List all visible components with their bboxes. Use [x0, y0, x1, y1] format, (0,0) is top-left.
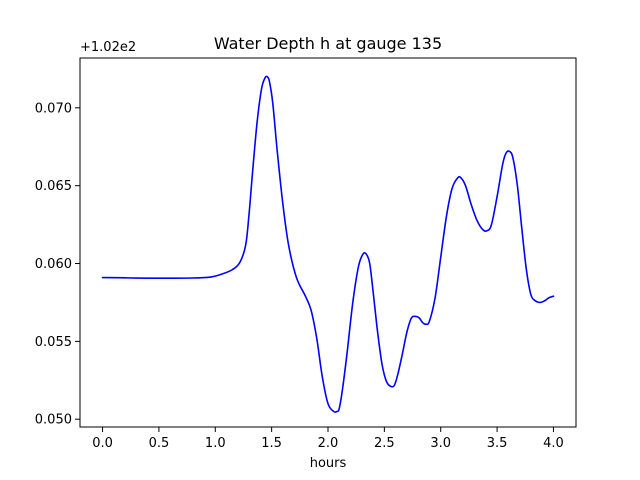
y-tick-label: 0.065	[35, 179, 72, 194]
x-tick-label: 1.5	[261, 436, 282, 451]
x-tick-label: 2.0	[318, 436, 339, 451]
y-tick-label: 0.070	[35, 101, 72, 116]
plot-area	[80, 58, 576, 427]
x-tick-label: 1.0	[205, 436, 226, 451]
x-tick-label: 0.0	[92, 436, 113, 451]
plot-frame	[79, 57, 577, 428]
y-axis-ticks: 0.050 0.055 0.060 0.065 0.070	[35, 101, 80, 428]
x-tick-label: 0.5	[149, 436, 170, 451]
y-tick-label: 0.055	[35, 335, 72, 350]
x-tick-label: 3.5	[487, 436, 508, 451]
y-tick-label: 0.060	[35, 257, 72, 272]
x-tick-label: 4.0	[543, 436, 564, 451]
x-axis-label: hours	[310, 456, 347, 471]
x-tick-label: 3.0	[430, 436, 451, 451]
y-axis-offset-label: +1.02e2	[80, 40, 136, 55]
series-layer	[101, 75, 555, 413]
x-axis-ticks: 0.0 0.5 1.0 1.5 2.0 2.5 3.0 3.5 4.0	[92, 427, 564, 451]
chart-title: Water Depth h at gauge 135	[214, 34, 442, 53]
y-tick-label: 0.050	[35, 413, 72, 428]
x-tick-label: 2.5	[374, 436, 395, 451]
series-line	[101, 75, 555, 413]
